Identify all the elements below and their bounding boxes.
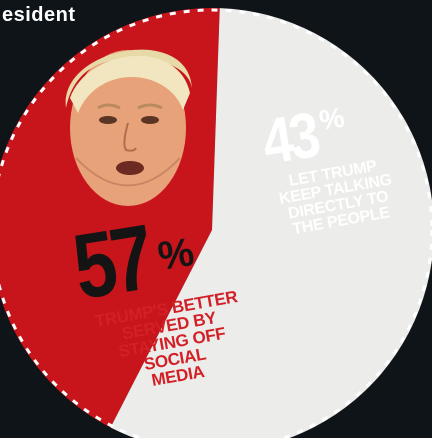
pie-slice-57 bbox=[110, 8, 432, 438]
percent-symbol-right: % bbox=[317, 101, 347, 137]
value-43: 43 bbox=[257, 98, 322, 178]
portrait-image bbox=[65, 49, 192, 206]
percent-symbol-left: % bbox=[154, 230, 198, 280]
pie-border-dashes bbox=[0, 8, 432, 438]
pct-43-label: 43% bbox=[257, 98, 351, 178]
header-title-fragment: esident bbox=[2, 4, 76, 26]
value-57: 57 bbox=[66, 206, 156, 319]
